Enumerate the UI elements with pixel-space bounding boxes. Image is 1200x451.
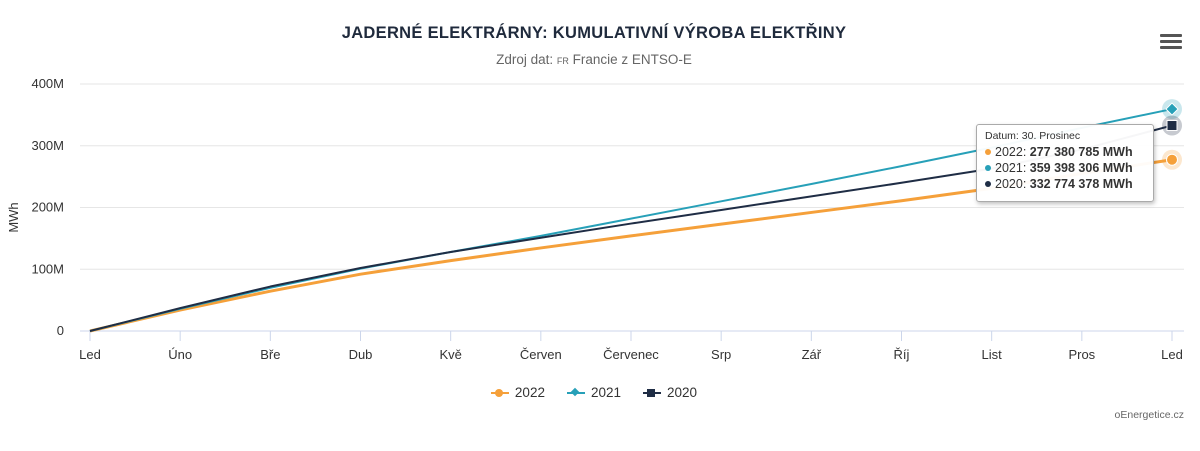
legend-label: 2021 <box>590 385 622 400</box>
x-tick-label: Led <box>79 347 101 362</box>
tooltip-row-2021: 2021: 359 398 306 MWh <box>985 160 1145 176</box>
tooltip: Datum: 30. Prosinec 2022: 277 380 785 MW… <box>976 124 1154 202</box>
subtitle-country: Francie z ENTSO-E <box>572 52 692 67</box>
legend-circle-icon <box>490 387 509 399</box>
tooltip-series-name: 2022 <box>995 145 1023 159</box>
y-tick-label: 0 <box>57 323 64 338</box>
tooltip-row-2020: 2020: 332 774 378 MWh <box>985 176 1145 192</box>
data-point-2022[interactable] <box>1166 153 1178 166</box>
chart-title: JADERNÉ ELEKTRÁRNY: KUMULATIVNÍ VÝROBA E… <box>341 24 847 42</box>
tooltip-dot-2021 <box>985 164 991 171</box>
tooltip-dot-2020 <box>985 180 991 187</box>
chart-subtitle: Zdroj dat: FR Francie z ENTSO-E <box>0 52 1188 67</box>
legend-label: 2020 <box>667 385 698 400</box>
legend-item-2020[interactable]: 2020 <box>643 385 697 400</box>
y-tick-label: 400M <box>31 76 64 91</box>
legend-label: 2022 <box>514 385 545 400</box>
tooltip-row-2022: 2022: 277 380 785 MWh <box>985 144 1145 160</box>
legend-item-2022[interactable]: 2022 <box>490 385 545 400</box>
tooltip-header: Datum: 30. Prosinec <box>985 130 1081 142</box>
x-tick-label: Led <box>1161 347 1183 362</box>
x-tick-label: Srp <box>711 347 731 362</box>
legend-item-2021[interactable]: 2021 <box>566 385 622 400</box>
data-point-2021[interactable] <box>1165 102 1179 116</box>
x-tick-label: Pros <box>1068 347 1095 362</box>
tooltip-dot-2022 <box>985 148 991 155</box>
x-tick-label: Říj <box>894 347 910 362</box>
x-tick-label: Červen <box>520 347 562 362</box>
tooltip-series-value: 332 774 378 MWh <box>1029 177 1133 191</box>
data-point-2020[interactable] <box>1166 120 1178 132</box>
x-tick-label: Dub <box>349 347 373 362</box>
legend: 2022 2021 2020 <box>0 385 1188 400</box>
legend-square-icon <box>643 387 662 399</box>
x-tick-label: Červenec <box>603 347 659 362</box>
x-tick-label: Bře <box>260 347 280 362</box>
y-tick-label: 100M <box>31 261 64 276</box>
x-tick-label: Zář <box>802 347 822 362</box>
tooltip-series-value: 277 380 785 MWh <box>1029 145 1133 159</box>
y-axis-title: MWh <box>6 202 21 232</box>
tooltip-series-name: 2020 <box>995 177 1023 191</box>
subtitle-prefix: Zdroj dat: <box>496 52 554 67</box>
country-flag-code: FR <box>556 56 569 66</box>
legend-diamond-icon <box>566 387 585 399</box>
x-tick-label: List <box>982 347 1003 362</box>
y-tick-label: 200M <box>31 200 64 215</box>
y-tick-label: 300M <box>31 138 64 153</box>
tooltip-series-name: 2021 <box>995 161 1023 175</box>
x-tick-label: Kvě <box>439 347 461 362</box>
tooltip-series-value: 359 398 306 MWh <box>1029 161 1133 175</box>
x-tick-label: Úno <box>168 347 192 362</box>
hamburger-menu-icon[interactable] <box>1160 34 1182 52</box>
credit-link[interactable]: oEnergetice.cz <box>1114 409 1184 421</box>
